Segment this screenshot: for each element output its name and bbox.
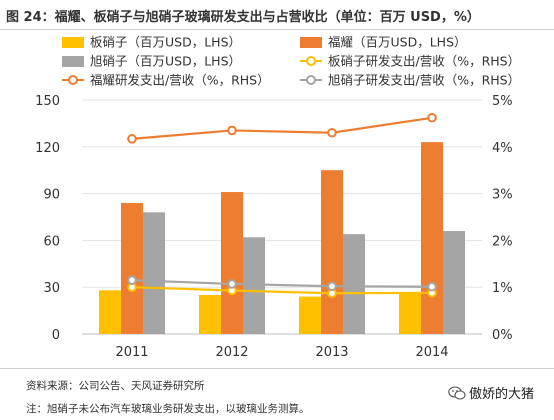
legend-label: 旭硝子（百万USD，LHS） xyxy=(90,54,241,69)
legend-label: 板硝子（百万USD，LHS） xyxy=(90,35,241,50)
legend-marker xyxy=(68,75,78,85)
left-tick-label: 30 xyxy=(43,281,60,296)
bar-nsg-2013 xyxy=(299,296,321,334)
source-note: 资料来源：公司公告、天风证券研究所 xyxy=(26,380,205,392)
legend-item-fuyao-bar: 福耀（百万USD，LHS） xyxy=(300,35,467,50)
right-tick-label: 2% xyxy=(492,234,513,249)
point-agc-2014 xyxy=(427,281,437,292)
axes: 0 30 60 90 120 150 0% 1% 2% 3% 4% 5% 2011 2012 2013 201… xyxy=(35,94,512,360)
line-fuyao xyxy=(131,116,433,140)
bar-nsg-2014 xyxy=(399,293,421,334)
point-agc-2013 xyxy=(327,281,337,292)
point-fuyao-2012 xyxy=(227,125,237,136)
brand-name: 傲娇的大猪 xyxy=(469,387,535,402)
point-fuyao-2014 xyxy=(427,112,437,123)
point-agc-2011 xyxy=(127,275,137,285)
legend-item-fuyao-line: 福耀研发支出/营收（%，RHS） xyxy=(62,73,270,88)
point-fuyao-2013 xyxy=(327,127,337,138)
legend-label: 旭硝子研发支出/营收（%，RHS） xyxy=(328,73,520,88)
legend-marker xyxy=(306,56,316,66)
x-tick-label: 2011 xyxy=(115,345,148,360)
right-tick-label: 3% xyxy=(492,188,513,203)
legend-swatch xyxy=(62,56,84,67)
point-agc-2012 xyxy=(227,279,237,289)
legend-item-agc-line: 旭硝子研发支出/营收（%，RHS） xyxy=(300,73,520,88)
line-agc xyxy=(131,279,433,288)
left-tick-label: 90 xyxy=(43,188,60,203)
left-tick-label: 0 xyxy=(52,328,60,343)
legend-label: 福耀（百万USD，LHS） xyxy=(328,35,467,50)
bottom-divider xyxy=(0,368,554,369)
bar-fuyao-2012 xyxy=(221,192,243,334)
bar-fuyao-2014 xyxy=(421,142,443,334)
legend-swatch xyxy=(300,37,322,48)
x-tick-label: 2014 xyxy=(415,345,448,360)
left-tick-label: 150 xyxy=(35,94,60,109)
x-tick-label: 2013 xyxy=(315,345,348,360)
left-tick-label: 120 xyxy=(35,141,60,156)
top-divider xyxy=(0,29,554,30)
footnote: 注：旭硝子未公布汽车玻璃业务研发支出，以玻璃业务测算。 xyxy=(26,403,310,415)
x-tick-label: 2012 xyxy=(215,345,248,360)
legend-item-nsg-line: 板硝子研发支出/营收（%，RHS） xyxy=(300,54,520,69)
line-nsg xyxy=(131,286,433,295)
legend-item-nsg-bar: 板硝子（百万USD，LHS） xyxy=(62,35,241,50)
lines xyxy=(127,112,437,299)
bar-nsg-2011 xyxy=(99,290,121,334)
legend-item-agc-bar: 旭硝子（百万USD，LHS） xyxy=(62,54,241,69)
bar-fuyao-2011 xyxy=(121,202,143,334)
legend-swatch xyxy=(62,37,84,48)
bar-agc-2011 xyxy=(143,212,165,334)
right-tick-label: 5% xyxy=(492,94,513,109)
legend-label: 板硝子研发支出/营收（%，RHS） xyxy=(328,54,520,69)
legend: 板硝子（百万USD，LHS） 福耀（百万USD，LHS） 旭硝子（百万USD，LHS… xyxy=(62,35,520,88)
legend-label: 福耀研发支出/营收（%，RHS） xyxy=(90,73,270,88)
right-tick-label: 0% xyxy=(492,328,513,343)
point-fuyao-2011 xyxy=(127,134,137,144)
left-tick-label: 60 xyxy=(43,234,60,249)
bars xyxy=(99,142,465,334)
bar-fuyao-2013 xyxy=(321,170,343,334)
bar-nsg-2012 xyxy=(199,295,221,334)
right-tick-label: 1% xyxy=(492,281,513,296)
bar-agc-2014 xyxy=(443,231,465,334)
bar-agc-2012 xyxy=(243,237,265,334)
brand-watermark: 傲娇的大猪 xyxy=(448,383,534,402)
combo-chart: 板硝子（百万USD，LHS） 福耀（百万USD，LHS） 旭硝子（百万USD，LHS… xyxy=(35,35,520,361)
legend-marker xyxy=(306,75,316,85)
bar-agc-2013 xyxy=(343,234,365,334)
wechat-icon xyxy=(448,386,466,400)
right-tick-label: 4% xyxy=(492,141,513,156)
chart-title: 图 24：福耀、板硝子与旭硝子玻璃研发支出与占营收比（单位：百万 USD，%） xyxy=(6,10,480,25)
